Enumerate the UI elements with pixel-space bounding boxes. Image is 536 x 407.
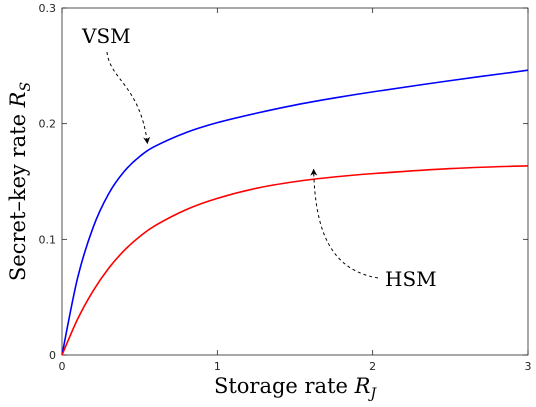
series-line-vsm: [61, 69, 529, 356]
annotation-arrow-vsm: [106, 51, 151, 145]
series-line-hsm: [61, 164, 529, 356]
y-tick-label: 0.3: [39, 2, 57, 15]
x-tick-label: 1: [214, 360, 221, 373]
plot-frame: [61, 7, 529, 356]
x-tick-label: 3: [525, 360, 532, 373]
x-tick-label: 2: [369, 360, 376, 373]
annotation-arrow-hsm: [310, 168, 379, 279]
y-tick-label: 0.2: [39, 118, 57, 131]
y-tick-label: 0.1: [39, 233, 57, 246]
annotation-label-hsm: HSM: [385, 267, 437, 291]
y-axis-title: Secret–key rate RS: [6, 82, 34, 281]
x-tick-label: 0: [59, 360, 66, 373]
x-axis-title: Storage rate RJ: [214, 374, 378, 402]
annotation-label-vsm: VSM: [81, 24, 131, 48]
y-tick-label: 0: [49, 349, 56, 362]
